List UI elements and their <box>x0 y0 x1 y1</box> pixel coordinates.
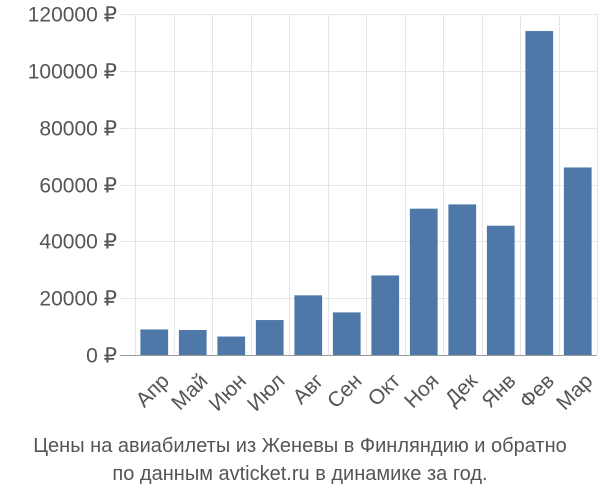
bar-11 <box>525 31 554 356</box>
x-tick-label: Авг <box>288 369 328 409</box>
y-tick-label: 100000 ₽ <box>28 61 117 84</box>
bar-1 <box>140 329 169 355</box>
y-tick-label: 20000 ₽ <box>39 288 117 311</box>
x-tick-label: Дек <box>441 369 483 411</box>
x-tick-label: Сен <box>323 369 366 412</box>
x-tick-label: Май <box>167 369 212 414</box>
bar-7 <box>371 275 400 355</box>
x-tick-label: Фев <box>515 369 559 413</box>
y-tick-label: 60000 ₽ <box>39 175 117 198</box>
bar-12 <box>563 167 592 355</box>
bar-4 <box>255 320 284 355</box>
y-tick-label: 120000 ₽ <box>28 4 117 27</box>
bar-9 <box>448 204 477 355</box>
x-tick-label: Ноя <box>400 369 443 412</box>
bar-5 <box>294 295 323 355</box>
bar-2 <box>178 329 207 355</box>
bars <box>140 31 592 356</box>
bar-6 <box>332 312 361 355</box>
bar-3 <box>217 336 246 355</box>
bar-8 <box>409 208 438 355</box>
x-tick-label: Мар <box>552 369 597 414</box>
x-tick-label: Окт <box>364 369 406 411</box>
grid-lines <box>120 14 598 356</box>
x-tick-label: Янв <box>477 369 520 412</box>
y-tick-label: 80000 ₽ <box>39 118 117 141</box>
chart-caption-line-2: по данным avticket.ru в динамике за год. <box>112 463 488 485</box>
x-tick-label: Июн <box>205 369 251 415</box>
bar-10 <box>486 225 515 355</box>
y-axis-ticks: 0 ₽ 20000 ₽ 40000 ₽ 60000 ₽ 80000 ₽ 100000 ₽ 1… <box>28 4 117 368</box>
y-tick-label: 40000 ₽ <box>39 231 117 254</box>
y-tick-label: 0 ₽ <box>86 345 117 368</box>
chart-caption-line-1: Цены на авиабилеты из Женевы в Финляндию… <box>33 435 567 457</box>
x-tick-label: Июл <box>243 369 289 415</box>
x-tick-label: Апр <box>132 369 174 411</box>
